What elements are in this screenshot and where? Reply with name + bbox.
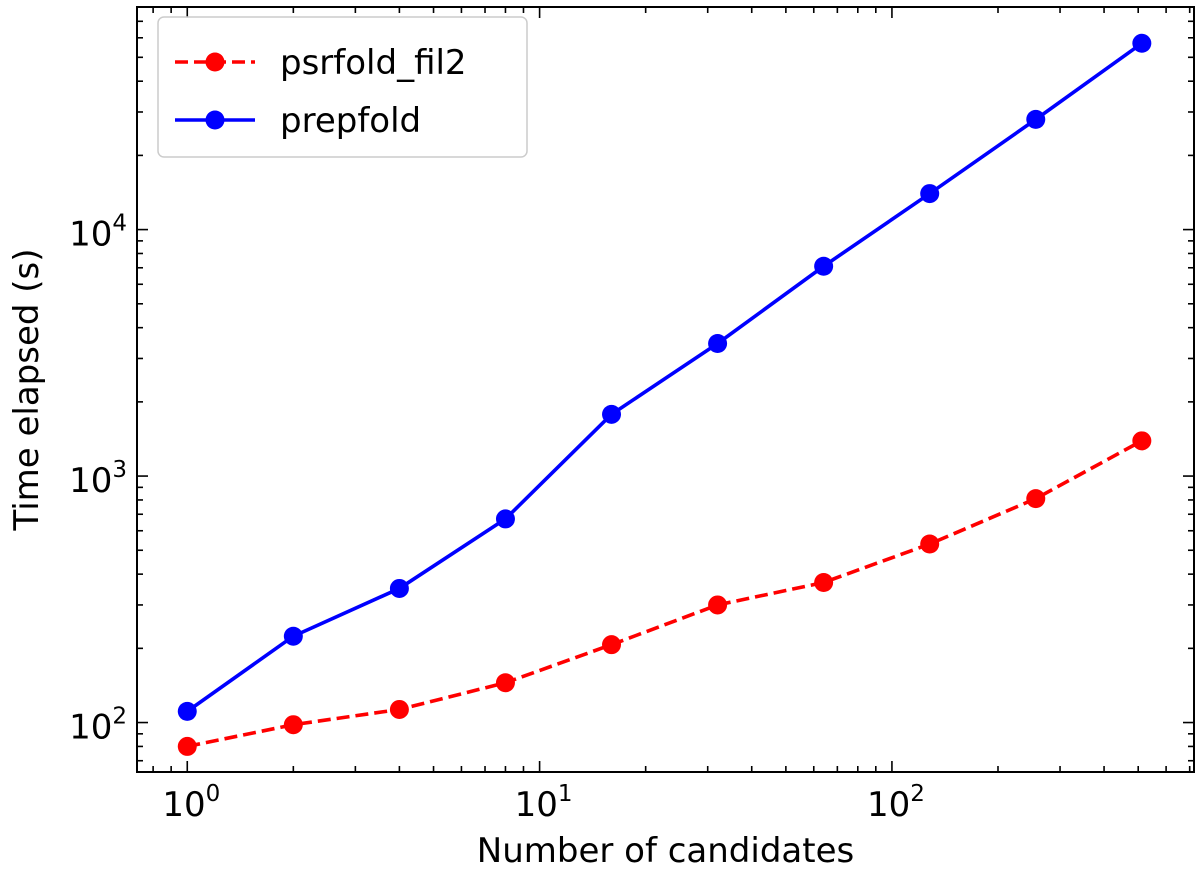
plot-frame: [136, 6, 1195, 773]
x-tick-label: 101: [515, 781, 573, 825]
data-point: [708, 334, 728, 354]
legend-label: psrfold_fil2: [280, 43, 467, 83]
data-point: [602, 404, 622, 424]
y-tick-label: 104: [69, 211, 127, 255]
x-axis-title: Number of candidates: [477, 831, 854, 871]
series-line: [186, 439, 1143, 749]
x-tick-label: 100: [162, 781, 220, 825]
data-point: [1132, 431, 1152, 451]
data-point: [495, 509, 515, 529]
plot-series: [177, 33, 1152, 756]
data-point: [177, 736, 197, 756]
data-point: [1132, 33, 1152, 53]
x-tick-label: 102: [867, 781, 925, 825]
legend-item-prepfold: prepfold: [175, 101, 421, 141]
legend-box: [157, 16, 528, 158]
data-point: [389, 699, 409, 719]
tick-labels: 100 101 102 102 103 104: [69, 211, 925, 825]
data-point: [708, 595, 728, 615]
data-point: [283, 626, 303, 646]
series-line: [186, 41, 1143, 713]
data-point: [283, 715, 303, 735]
y-tick-label: 103: [69, 457, 127, 501]
data-point: [920, 534, 940, 554]
data-point: [1026, 109, 1046, 129]
data-point: [495, 673, 515, 693]
data-point: [1026, 489, 1046, 509]
legend-marker: [205, 110, 225, 130]
data-point: [602, 635, 622, 655]
series-prepfold: [177, 33, 1152, 721]
y-axis-title: Time elapsed (s): [7, 248, 47, 531]
legend: psrfold_fil2 prepfold: [157, 16, 528, 158]
data-point: [389, 578, 409, 598]
legend-marker: [205, 52, 225, 72]
data-point: [814, 572, 834, 592]
data-point: [814, 256, 834, 276]
data-point: [177, 701, 197, 721]
y-tick-label: 102: [69, 704, 127, 748]
legend-label: prepfold: [280, 101, 421, 141]
legend-item-psrfold-fil2: psrfold_fil2: [175, 43, 467, 83]
data-point: [920, 184, 940, 204]
series-psrfold-fil2: [177, 431, 1152, 756]
